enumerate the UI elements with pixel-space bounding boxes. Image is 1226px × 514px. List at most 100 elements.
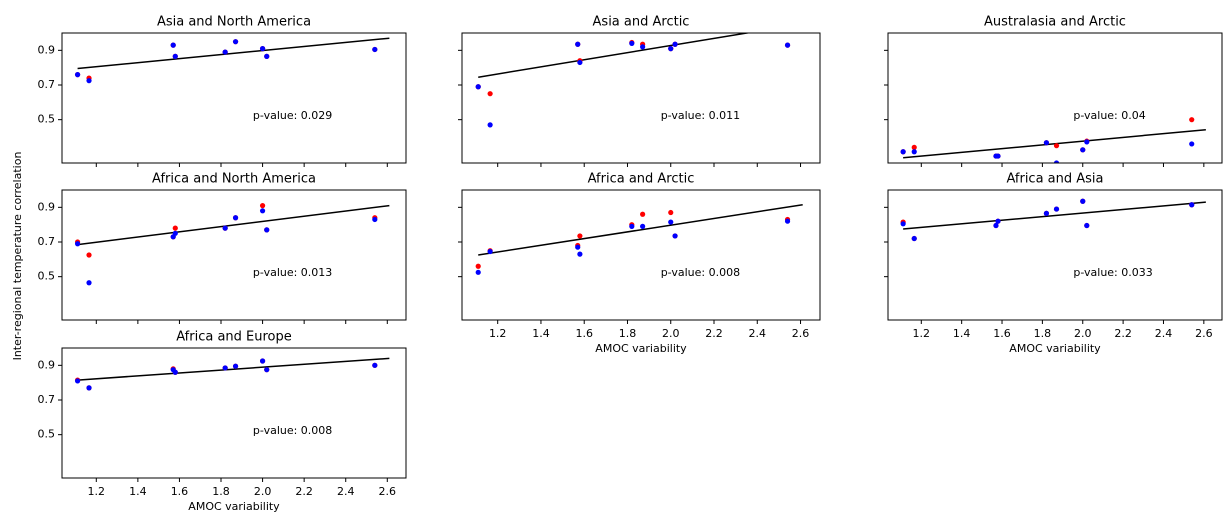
- subplot: Asia and North America 0.5 0.7 0.9 p-value: …: [38, 15, 407, 167]
- x-tick-label: 2.6: [379, 485, 397, 498]
- point: [222, 365, 228, 371]
- point: [1084, 139, 1090, 145]
- point: [372, 362, 378, 368]
- x-tick-label: 1.4: [129, 485, 147, 498]
- point: [86, 280, 92, 286]
- y-tick-label: 0.5: [38, 270, 56, 283]
- point: [668, 219, 674, 225]
- x-tick-label: 2.6: [792, 327, 810, 340]
- point: [911, 144, 917, 150]
- point: [1053, 143, 1060, 149]
- axes-frame: [887, 189, 1223, 321]
- plot-area: [900, 198, 1206, 242]
- y-tick-label: 0.9: [38, 43, 56, 56]
- point: [575, 244, 581, 250]
- point: [629, 40, 635, 47]
- point: [86, 385, 92, 391]
- point: [1043, 140, 1050, 146]
- point: [259, 208, 266, 214]
- point: [900, 221, 906, 227]
- point: [172, 53, 178, 60]
- subplot-title: Africa and North America: [152, 172, 316, 187]
- subplot: Asia and Arctic p-value: 0.011: [458, 15, 821, 167]
- y-tick-label: 0.9: [38, 358, 56, 371]
- subplot-title: Africa and Asia: [1006, 172, 1103, 187]
- x-tick-label: 1.8: [212, 485, 230, 498]
- point: [264, 53, 270, 60]
- x-tick-label: 2.2: [1114, 327, 1132, 340]
- y-tick-label: 0.7: [38, 393, 56, 406]
- x-tick-label: 1.6: [993, 327, 1011, 340]
- x-tick-label: 1.8: [1034, 327, 1052, 340]
- x-tick-label: 2.0: [662, 327, 680, 340]
- point: [1189, 202, 1195, 208]
- point: [1189, 117, 1195, 123]
- point: [577, 233, 583, 239]
- x-tick-label: 1.2: [913, 327, 931, 340]
- point: [264, 227, 270, 233]
- point: [629, 223, 635, 229]
- point: [911, 149, 917, 155]
- annotation: p-value: 0.008: [253, 424, 332, 437]
- point: [475, 84, 481, 90]
- point: [784, 218, 791, 224]
- point: [995, 218, 1001, 224]
- point: [222, 225, 228, 231]
- point: [475, 269, 481, 275]
- plot-area: [74, 357, 390, 391]
- x-tick-label: 2.0: [254, 485, 272, 498]
- subplot: Australasia and Arctic p-value: 0.04: [884, 15, 1223, 167]
- point: [672, 233, 678, 239]
- point: [232, 39, 239, 45]
- point: [1043, 210, 1050, 216]
- subplot-title: Asia and North America: [157, 15, 311, 30]
- y-tick-label: 0.7: [38, 235, 56, 248]
- axes-frame: [461, 32, 821, 164]
- axes-frame: [61, 32, 407, 164]
- annotation: p-value: 0.033: [1073, 266, 1152, 279]
- point: [668, 209, 674, 216]
- x-tick-label: 2.0: [1074, 327, 1092, 340]
- subplot: Africa and North America 0.5 0.7 0.9 p-value…: [38, 172, 407, 324]
- subplot: Africa and Arctic 1.2 1.4 1.6 1.8 2.0 2.2 2.4 2.…: [458, 172, 821, 355]
- point: [640, 223, 646, 229]
- point: [259, 358, 266, 364]
- x-tick-label: 1.4: [953, 327, 971, 340]
- x-tick-label: 2.4: [1155, 327, 1173, 340]
- point: [640, 211, 646, 217]
- point: [784, 42, 791, 48]
- point: [74, 241, 81, 247]
- x-tick-label: 1.6: [575, 327, 593, 340]
- annotation: p-value: 0.04: [1073, 109, 1145, 122]
- x-tick-label: 1.6: [171, 485, 189, 498]
- point: [475, 263, 481, 269]
- fit-line: [903, 201, 1206, 230]
- point: [74, 378, 81, 384]
- point: [900, 149, 906, 155]
- point: [1053, 206, 1060, 212]
- point: [672, 41, 678, 47]
- fit-line: [77, 37, 390, 70]
- point: [1080, 198, 1086, 204]
- axes-frame: [61, 347, 407, 479]
- y-tick-label: 0.5: [38, 113, 56, 126]
- subplot: Africa and Asia 1.2 1.4 1.6 1.8 2.0 2.2 2.4 2.6 A…: [884, 172, 1223, 355]
- annotation: p-value: 0.008: [661, 266, 740, 279]
- plot-area: [475, 33, 791, 128]
- point: [232, 215, 239, 221]
- point: [232, 363, 239, 369]
- y-axis-label: Inter-regional temperature correlation: [11, 152, 24, 361]
- x-axis-label: AMOC variability: [595, 342, 687, 355]
- x-tick-label: 1.2: [88, 485, 106, 498]
- x-tick-label: 1.8: [619, 327, 637, 340]
- point: [487, 91, 493, 97]
- subplot-title: Australasia and Arctic: [984, 15, 1126, 30]
- plot-area: [900, 117, 1206, 163]
- point: [1053, 160, 1060, 163]
- point: [372, 216, 378, 223]
- point: [1084, 222, 1090, 229]
- subplot: Africa and Europe 0.5 0.7 0.9 1.2 1.4 1.6 1.8 2.…: [38, 330, 407, 513]
- fit-line: [478, 33, 752, 78]
- y-tick-label: 0.5: [38, 428, 56, 441]
